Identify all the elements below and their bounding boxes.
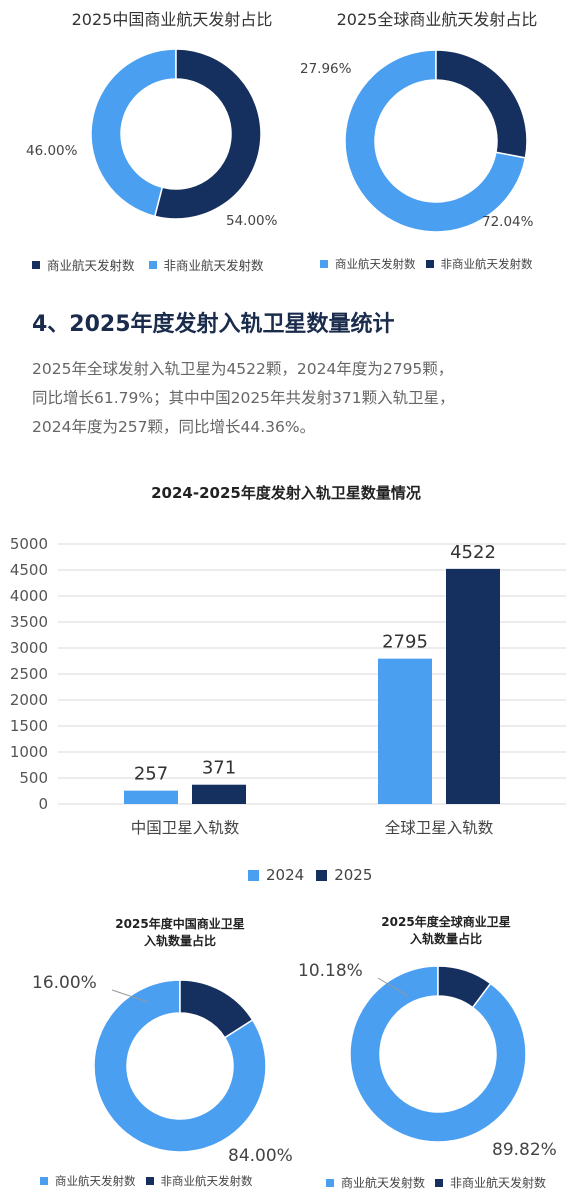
legend-label: 商业航天发射数 bbox=[335, 257, 416, 271]
top-donuts-svg: 46.00% 54.00% 27.96% 72.04% bbox=[26, 48, 534, 233]
donut-label-china-noncommercial: 54.00% bbox=[226, 213, 278, 229]
y-tick-label: 3000 bbox=[10, 639, 48, 657]
y-tick-label: 500 bbox=[19, 769, 48, 787]
global-satellite-legend: 商业航天发射数 非商业航天发射数 bbox=[326, 1174, 560, 1191]
legend-item-2024: 2024 bbox=[248, 866, 304, 884]
slice-commercial bbox=[93, 979, 267, 1153]
legend-label: 非商业航天发射数 bbox=[450, 1176, 547, 1190]
y-tick-label: 1500 bbox=[10, 717, 48, 735]
global-launch-legend: 商业航天发射数 非商业航天发射数 bbox=[320, 256, 547, 272]
slice-noncommercial bbox=[437, 965, 492, 1009]
title-line: 入轨数量占比 bbox=[143, 934, 216, 948]
y-tick-label: 4500 bbox=[10, 561, 48, 579]
bottom-donuts-svg: 16.00% 84.00% 10.18% 89.82% bbox=[32, 961, 557, 1166]
bar-chart-data-labels: 257 371 2795 4522 bbox=[134, 542, 496, 785]
legend-label: 商业航天发射数 bbox=[341, 1176, 426, 1190]
bar-data-label: 2795 bbox=[382, 632, 428, 653]
legend-item-commercial-light: 商业航天发射数 bbox=[320, 256, 416, 272]
donut-label-global-commercial: 72.04% bbox=[482, 214, 534, 230]
legend-label: 2025 bbox=[334, 866, 373, 884]
donut-label-china-commercial: 46.00% bbox=[26, 143, 78, 159]
legend-label: 2024 bbox=[266, 866, 305, 884]
legend-swatch-dark bbox=[145, 1177, 154, 1185]
slice-noncommercial bbox=[435, 49, 528, 159]
china-launch-donut bbox=[90, 48, 262, 220]
legend-item-commercial-light: 商业航天发射数 bbox=[40, 1173, 136, 1189]
legend-label: 非商业航天发射数 bbox=[160, 1174, 253, 1188]
y-tick-label: 3500 bbox=[10, 613, 48, 631]
legend-swatch-light bbox=[148, 260, 157, 269]
paragraph-line: 2025年全球发射入轨卫星为4522颗，2024年度为2795颗， bbox=[32, 360, 454, 378]
slice-noncommercial bbox=[153, 48, 262, 220]
legend-item-noncommercial-dark: 非商业航天发射数 bbox=[425, 256, 533, 272]
legend-item-noncommercial-dark: 非商业航天发射数 bbox=[435, 1174, 546, 1191]
legend-item-2025: 2025 bbox=[316, 866, 372, 884]
donut-label-china-sat-noncommercial: 16.00% bbox=[32, 973, 97, 993]
legend-label: 商业航天发射数 bbox=[55, 1174, 136, 1188]
paragraph-line: 同比增长61.79%；其中中国2025年共发射371颗入轨卫星， bbox=[32, 389, 455, 407]
y-tick-label: 2500 bbox=[10, 665, 48, 683]
legend-item-noncommercial-light: 非商业航天发射数 bbox=[148, 255, 264, 274]
bar-data-label: 257 bbox=[134, 764, 168, 785]
legend-swatch-light bbox=[326, 1178, 334, 1187]
bar-2025-0 bbox=[192, 784, 246, 804]
slice-commercial bbox=[349, 965, 527, 1143]
slice-noncommercial bbox=[179, 979, 254, 1039]
legend-item-commercial-dark: 商业航天发射数 bbox=[32, 255, 135, 274]
bar-2024-1 bbox=[378, 658, 432, 804]
bar-chart-y-ticks: 0 500 1000 1500 2000 2500 3000 3500 4000 4500 5000 bbox=[10, 535, 48, 813]
donut-label-china-sat-commercial: 84.00% bbox=[228, 1146, 293, 1166]
china-launch-donut-title: 2025中国商业航天发射占比 bbox=[71, 10, 273, 29]
china-satellite-donut-title: 2025年度中国商业卫星 入轨数量占比 bbox=[60, 916, 300, 950]
section-paragraph: 2025年全球发射入轨卫星为4522颗，2024年度为2795颗， 同比增长61… bbox=[32, 355, 542, 442]
x-tick-label: 中国卫星入轨数 bbox=[131, 819, 240, 837]
slice-commercial bbox=[90, 48, 177, 218]
bar-2024-0 bbox=[124, 790, 178, 804]
legend-swatch-dark bbox=[435, 1178, 444, 1187]
bar-chart-legend: 2024 2025 bbox=[248, 866, 386, 884]
paragraph-line: 2024年度为257颗，同比增长44.36%。 bbox=[32, 418, 316, 436]
legend-swatch-dark bbox=[32, 260, 40, 269]
legend-item-noncommercial-dark: 非商业航天发射数 bbox=[145, 1173, 253, 1189]
legend-label: 商业航天发射数 bbox=[47, 258, 135, 273]
bar-data-label: 371 bbox=[202, 758, 236, 779]
title-line: 2025年度全球商业卫星 bbox=[381, 915, 511, 929]
donut-label-global-sat-commercial: 89.82% bbox=[492, 1140, 557, 1160]
y-tick-label: 4000 bbox=[10, 587, 48, 605]
title-line: 2025年度中国商业卫星 bbox=[115, 917, 245, 931]
legend-label: 非商业航天发射数 bbox=[440, 257, 533, 271]
global-launch-donut bbox=[344, 49, 528, 233]
legend-swatch-light bbox=[40, 1177, 48, 1185]
china-launch-legend: 商业航天发射数 非商业航天发射数 bbox=[32, 255, 278, 274]
legend-swatch-2024 bbox=[248, 869, 259, 881]
bar-data-label: 4522 bbox=[450, 542, 496, 563]
china-satellite-donut bbox=[93, 979, 267, 1153]
legend-swatch-light bbox=[320, 260, 328, 268]
bar-2025-1 bbox=[446, 568, 500, 804]
legend-label: 非商业航天发射数 bbox=[163, 258, 264, 273]
y-tick-label: 2000 bbox=[10, 691, 48, 709]
x-tick-label: 全球卫星入轨数 bbox=[385, 819, 494, 837]
global-launch-donut-title: 2025全球商业航天发射占比 bbox=[336, 10, 538, 29]
y-tick-label: 5000 bbox=[10, 535, 48, 553]
legend-swatch-2025 bbox=[316, 869, 328, 881]
donut-label-global-sat-noncommercial: 10.18% bbox=[298, 961, 363, 981]
global-satellite-donut bbox=[349, 965, 527, 1143]
bar-chart-x-ticks: 中国卫星入轨数 全球卫星入轨数 bbox=[131, 819, 494, 837]
y-tick-label: 1000 bbox=[10, 743, 48, 761]
global-satellite-donut-title: 2025年度全球商业卫星 入轨数量占比 bbox=[326, 914, 566, 948]
section-heading: 4、2025年度发射入轨卫星数量统计 bbox=[32, 312, 395, 337]
legend-swatch-dark bbox=[425, 260, 434, 268]
slice-commercial bbox=[344, 49, 527, 233]
bar-chart-svg: 0 500 1000 1500 2000 2500 3000 3500 4000 4500 5000… bbox=[10, 535, 566, 837]
title-line: 入轨数量占比 bbox=[409, 932, 482, 946]
leader-line-china bbox=[111, 989, 149, 1003]
leader-line-global bbox=[377, 977, 409, 997]
bar-chart-bars bbox=[124, 568, 500, 804]
china-satellite-legend: 商业航天发射数 非商业航天发射数 bbox=[40, 1173, 267, 1189]
bar-chart-title: 2024-2025年度发射入轨卫星数量情况 bbox=[151, 484, 421, 502]
legend-item-commercial-light: 商业航天发射数 bbox=[326, 1174, 425, 1191]
y-tick-label: 0 bbox=[38, 795, 48, 813]
donut-label-global-noncommercial: 27.96% bbox=[300, 61, 352, 77]
